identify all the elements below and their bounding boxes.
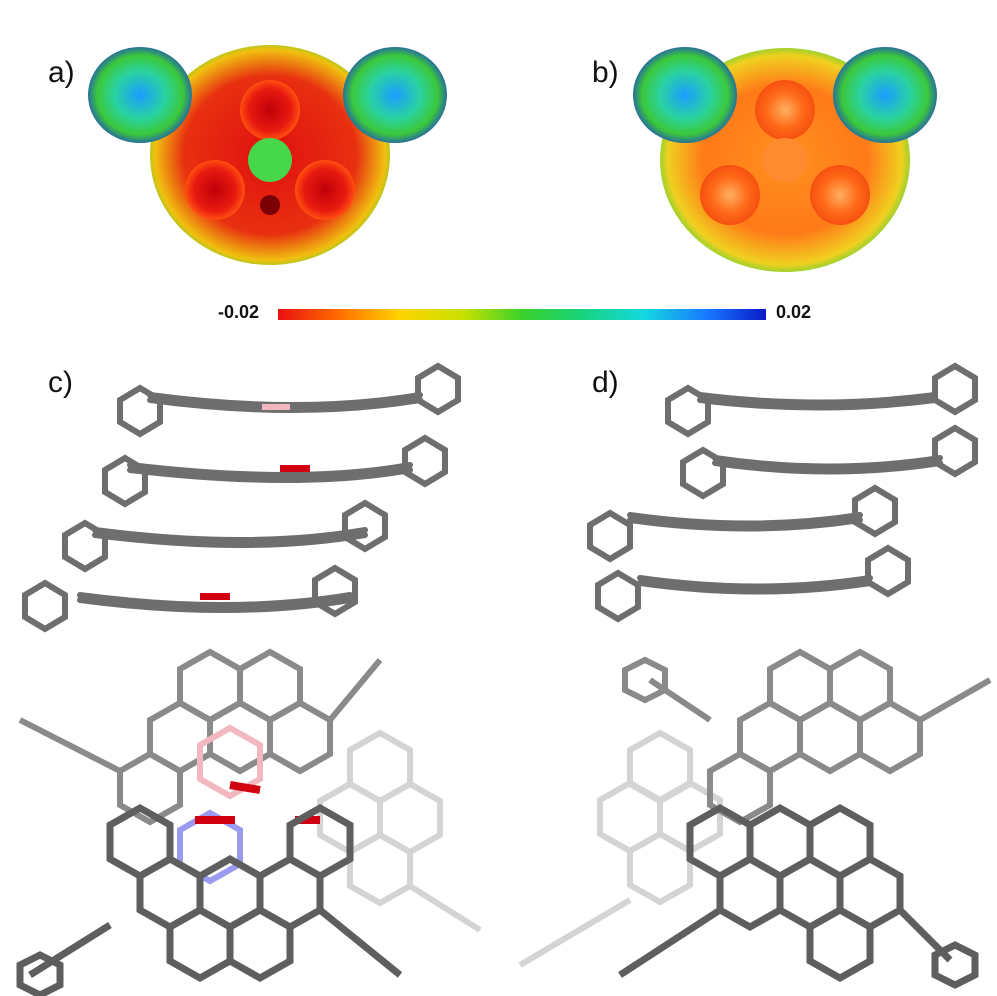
dark-layer-left [16, 803, 403, 996]
light-layer-right [518, 729, 723, 968]
stack-side-view-c [22, 362, 461, 633]
layer-c-1 [117, 362, 461, 438]
colorbar-max-label: 0.02 [776, 302, 812, 322]
layer-c-4 [22, 564, 358, 633]
layer-c-2 [102, 434, 448, 508]
layer-d-1 [665, 362, 978, 438]
panel-label-a: a) [48, 56, 75, 89]
stack-top-view-left [16, 648, 482, 996]
esp-surface-a [88, 45, 447, 265]
bn-ring-left [177, 724, 320, 885]
colorbar-min-label: -0.02 [218, 302, 260, 322]
panel-label-c: c) [48, 366, 73, 399]
layer-c-3 [62, 499, 388, 573]
dark-layer-right [618, 803, 979, 989]
esp-surface-b [633, 47, 937, 272]
mid-layer-left [18, 648, 383, 826]
stack-side-view-d [587, 362, 978, 623]
colorbar [278, 309, 766, 320]
panel-label-d: d) [592, 366, 619, 399]
layer-d-3 [587, 484, 898, 563]
panel-label-b: b) [592, 56, 619, 89]
layer-d-4 [595, 544, 911, 623]
light-layer-left [317, 729, 482, 933]
layer-d-2 [680, 424, 978, 500]
mid-layer-right [622, 648, 992, 826]
stack-top-view-right [518, 648, 992, 989]
